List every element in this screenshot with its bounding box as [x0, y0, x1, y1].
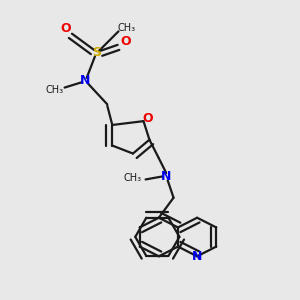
Text: O: O — [142, 112, 153, 125]
Text: N: N — [80, 74, 90, 87]
Text: N: N — [192, 250, 202, 263]
Text: CH₃: CH₃ — [123, 173, 141, 183]
Text: O: O — [61, 22, 71, 35]
Text: O: O — [121, 35, 131, 48]
Text: S: S — [92, 46, 101, 59]
Text: CH₃: CH₃ — [45, 85, 63, 94]
Text: CH₃: CH₃ — [118, 23, 136, 33]
Text: N: N — [161, 170, 171, 183]
